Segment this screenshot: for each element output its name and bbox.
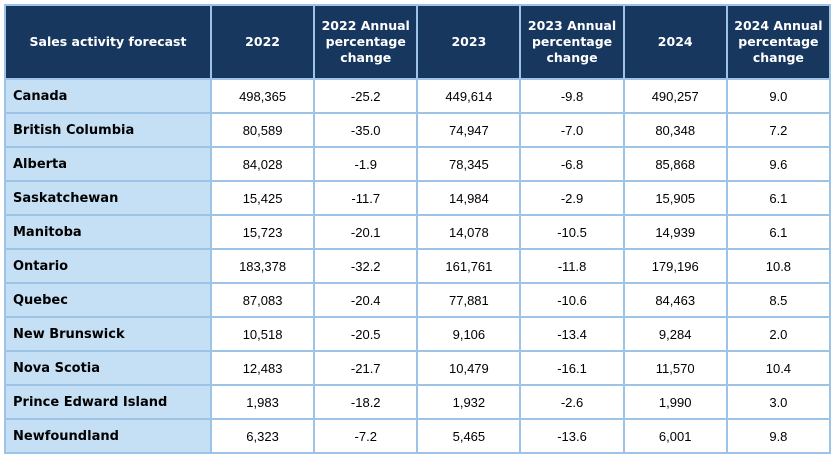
table-cell: 179,196 [622,248,728,284]
table-cell: -20.1 [313,214,419,250]
table-row: British Columbia 80,589 -35.0 74,947 -7.… [4,112,832,148]
table-cell: 9.6 [725,146,832,182]
table-cell: -25.2 [313,78,419,114]
table-row: Manitoba 15,723 -20.1 14,078 -10.5 14,93… [4,214,832,250]
table-row: Newfoundland 6,323 -7.2 5,465 -13.6 6,00… [4,418,832,454]
table-cell: -11.7 [313,180,419,216]
column-header-2024-change: 2024 Annual percentage change [725,4,832,80]
row-label: Alberta [4,146,212,182]
table-cell: 80,348 [622,112,728,148]
table-cell: -32.2 [313,248,419,284]
table-cell: 6.1 [725,180,832,216]
table-cell: -13.4 [519,316,625,352]
table-cell: 10.4 [725,350,832,386]
row-label: New Brunswick [4,316,212,352]
table-row: Ontario 183,378 -32.2 161,761 -11.8 179,… [4,248,832,284]
table-cell: -10.5 [519,214,625,250]
table-cell: 9.8 [725,418,832,454]
table-cell: -35.0 [313,112,419,148]
table-row: Saskatchewan 15,425 -11.7 14,984 -2.9 15… [4,180,832,216]
table-cell: -9.8 [519,78,625,114]
table-cell: 87,083 [209,282,316,318]
table-cell: -20.5 [313,316,419,352]
table-row: Quebec 87,083 -20.4 77,881 -10.6 84,463 … [4,282,832,318]
column-header-forecast: Sales activity forecast [4,4,212,80]
table-cell: 15,425 [209,180,316,216]
table-cell: -20.4 [313,282,419,318]
header-row: Sales activity forecast 2022 2022 Annual… [4,4,832,80]
table-cell: 10,479 [416,350,522,386]
table-cell: 6,323 [209,418,316,454]
table-cell: -2.9 [519,180,625,216]
table-cell: 8.5 [725,282,832,318]
table-cell: -2.6 [519,384,625,420]
sales-forecast-table: Sales activity forecast 2022 2022 Annual… [4,4,832,454]
table-cell: -7.2 [313,418,419,454]
row-label: Ontario [4,248,212,284]
table-cell: 498,365 [209,78,316,114]
table-cell: 6.1 [725,214,832,250]
table-cell: 11,570 [622,350,728,386]
table-cell: 161,761 [416,248,522,284]
table-cell: -6.8 [519,146,625,182]
row-label: Saskatchewan [4,180,212,216]
table-cell: 74,947 [416,112,522,148]
row-label: Prince Edward Island [4,384,212,420]
row-label: British Columbia [4,112,212,148]
table-cell: 80,589 [209,112,316,148]
row-label: Canada [4,78,212,114]
table-cell: -21.7 [313,350,419,386]
table-cell: -16.1 [519,350,625,386]
column-header-2023: 2023 [416,4,522,80]
table-cell: -1.9 [313,146,419,182]
table-cell: 6,001 [622,418,728,454]
row-label: Quebec [4,282,212,318]
table-cell: 84,028 [209,146,316,182]
table-cell: 449,614 [416,78,522,114]
table-cell: 15,723 [209,214,316,250]
table-cell: 490,257 [622,78,728,114]
table-cell: -18.2 [313,384,419,420]
table-cell: 77,881 [416,282,522,318]
table-cell: 3.0 [725,384,832,420]
table-cell: 84,463 [622,282,728,318]
table-cell: 1,990 [622,384,728,420]
table-cell: -13.6 [519,418,625,454]
table-cell: 15,905 [622,180,728,216]
column-header-2022-change: 2022 Annual percentage change [313,4,419,80]
table-row: New Brunswick 10,518 -20.5 9,106 -13.4 9… [4,316,832,352]
table-cell: 14,984 [416,180,522,216]
table-cell: 10.8 [725,248,832,284]
table-cell: 183,378 [209,248,316,284]
table-row: Canada 498,365 -25.2 449,614 -9.8 490,25… [4,78,832,114]
table-cell: 78,345 [416,146,522,182]
table-cell: 9,284 [622,316,728,352]
table-cell: -7.0 [519,112,625,148]
table-cell: 9.0 [725,78,832,114]
column-header-2024: 2024 [622,4,728,80]
table-cell: -10.6 [519,282,625,318]
table-cell: -11.8 [519,248,625,284]
table-cell: 1,983 [209,384,316,420]
row-label: Nova Scotia [4,350,212,386]
table-cell: 5,465 [416,418,522,454]
table-cell: 9,106 [416,316,522,352]
table-cell: 14,078 [416,214,522,250]
table-cell: 7.2 [725,112,832,148]
table-cell: 85,868 [622,146,728,182]
column-header-2023-change: 2023 Annual percentage change [519,4,625,80]
row-label: Newfoundland [4,418,212,454]
table-cell: 1,932 [416,384,522,420]
table-cell: 2.0 [725,316,832,352]
table-row: Prince Edward Island 1,983 -18.2 1,932 -… [4,384,832,420]
table-row: Nova Scotia 12,483 -21.7 10,479 -16.1 11… [4,350,832,386]
column-header-2022: 2022 [209,4,316,80]
table-cell: 14,939 [622,214,728,250]
table-cell: 12,483 [209,350,316,386]
table-row: Alberta 84,028 -1.9 78,345 -6.8 85,868 9… [4,146,832,182]
row-label: Manitoba [4,214,212,250]
table-cell: 10,518 [209,316,316,352]
